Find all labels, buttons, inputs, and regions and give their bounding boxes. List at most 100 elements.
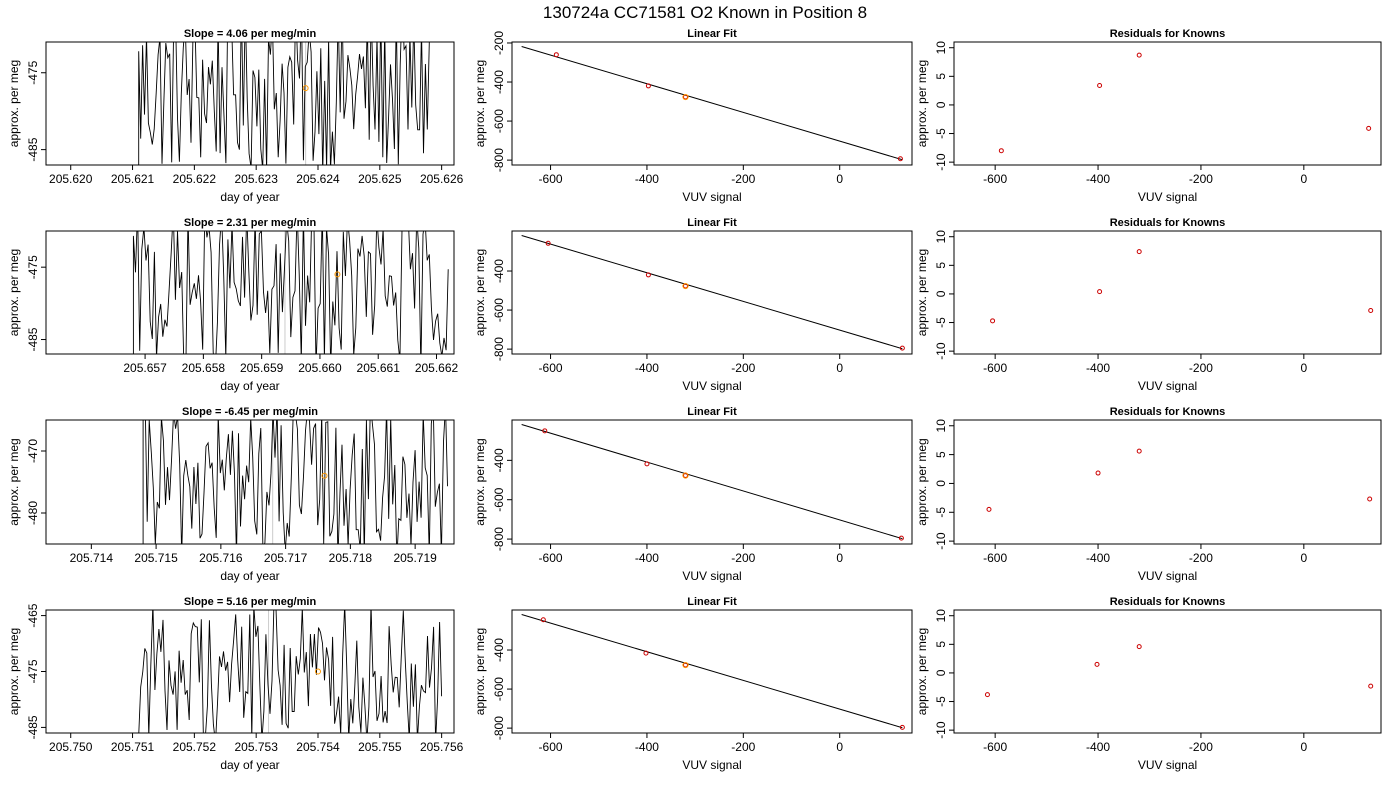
y-tick-label: -400 — [492, 259, 506, 283]
panel-3-2: Residuals for Knowns VUV signal approx. pe… — [915, 596, 1382, 772]
x-axis-label: day of year — [220, 758, 279, 772]
x-axis-label: VUV signal — [1138, 190, 1197, 204]
x-tick-label: 0 — [1300, 740, 1307, 754]
plot-frame — [953, 230, 1382, 355]
y-tick-label: 5 — [934, 451, 948, 458]
y-tick-label: -10 — [934, 153, 948, 171]
data-point — [998, 148, 1004, 154]
plot-area — [132, 231, 449, 354]
x-tick-label: 205.718 — [329, 551, 373, 565]
data-point — [984, 692, 990, 698]
x-tick-label: -400 — [635, 740, 659, 754]
x-tick-label: 205.657 — [123, 361, 167, 375]
x-tick-label: 205.750 — [49, 740, 93, 754]
x-tick-label: -400 — [1086, 361, 1110, 375]
fit-line — [521, 235, 903, 350]
data-point — [545, 240, 551, 246]
fit-line — [521, 614, 903, 729]
data-point — [1097, 289, 1103, 295]
data-point — [899, 724, 905, 730]
x-tick-label: 205.623 — [234, 172, 278, 186]
x-tick-label: -600 — [983, 361, 1007, 375]
x-axis-label: VUV signal — [1138, 758, 1197, 772]
panel-0-1: Linear Fit VUV signal approx. per meg -600 -… — [473, 28, 913, 204]
x-tick-label: -400 — [635, 551, 659, 565]
x-axis-label: VUV signal — [1138, 379, 1197, 393]
y-tick-label: 10 — [934, 609, 948, 623]
y-tick-label: 10 — [934, 41, 948, 55]
plot-area — [138, 42, 430, 165]
x-axis-label: VUV signal — [682, 758, 741, 772]
x-tick-label: 205.626 — [420, 172, 464, 186]
panel-1-1: Linear Fit VUV signal approx. per meg -600 -… — [473, 217, 913, 393]
x-tick-label: 205.662 — [415, 361, 459, 375]
panel-title: Residuals for Knowns — [1110, 217, 1226, 229]
y-tick-label: -400 — [492, 70, 506, 94]
data-point — [542, 428, 548, 434]
y-tick-label: -600 — [492, 487, 506, 511]
panel-title: Linear Fit — [687, 596, 737, 608]
known-point — [321, 472, 328, 479]
x-tick-label: -600 — [539, 740, 563, 754]
x-tick-label: -200 — [1189, 740, 1213, 754]
x-tick-label: -400 — [1086, 551, 1110, 565]
x-tick-label: -200 — [731, 361, 755, 375]
data-point — [644, 461, 650, 467]
panel-3-0: Slope = 5.16 per meg/min day of year appro… — [7, 596, 464, 772]
panel-title: Slope = 5.16 per meg/min — [184, 596, 317, 608]
plot-frame — [45, 609, 455, 734]
plot-area — [521, 46, 903, 162]
y-axis-label: approx. per meg — [473, 438, 487, 525]
plot-area — [998, 52, 1372, 154]
y-tick-label: -485 — [26, 327, 40, 351]
plot-frame — [511, 230, 913, 355]
x-axis-label: VUV signal — [682, 379, 741, 393]
known-point — [334, 271, 341, 278]
panel-0-2: Residuals for Knowns VUV signal approx. pe… — [915, 28, 1382, 204]
x-tick-label: 205.753 — [234, 740, 278, 754]
panel-title: Linear Fit — [687, 28, 737, 40]
y-tick-label: -400 — [492, 638, 506, 662]
data-point — [1368, 308, 1374, 314]
x-tick-label: -200 — [731, 740, 755, 754]
page-title: 130724a CC71581 O2 Known in Position 8 — [543, 3, 867, 22]
data-point — [682, 662, 688, 668]
x-tick-label: 205.716 — [199, 551, 243, 565]
x-tick-label: 205.661 — [357, 361, 401, 375]
panel-1-2: Residuals for Knowns VUV signal approx. pe… — [915, 217, 1382, 393]
y-tick-label: -10 — [934, 532, 948, 550]
y-tick-label: -485 — [26, 715, 40, 739]
plot-frame — [953, 609, 1382, 734]
y-tick-label: -475 — [26, 659, 40, 683]
x-tick-label: -200 — [1189, 361, 1213, 375]
panel-title: Slope = -6.45 per meg/min — [182, 406, 318, 418]
y-tick-label: -200 — [492, 31, 506, 55]
y-tick-label: 5 — [934, 73, 948, 80]
plot-frame — [45, 419, 455, 545]
data-point — [682, 283, 688, 289]
x-tick-label: 0 — [836, 740, 843, 754]
data-point — [1095, 470, 1101, 476]
x-tick-label: 0 — [836, 361, 843, 375]
plot-area — [142, 420, 448, 544]
y-axis-label: approx. per meg — [7, 628, 21, 715]
data-point — [643, 650, 649, 656]
panel-2-0: Slope = -6.45 per meg/min day of year appr… — [7, 406, 455, 583]
panel-title: Slope = 2.31 per meg/min — [184, 217, 317, 229]
known-point — [682, 93, 689, 101]
x-tick-label: 205.659 — [240, 361, 284, 375]
plot-area — [521, 614, 905, 730]
panel-0-0: Slope = 4.06 per meg/min day of year appro… — [7, 28, 464, 204]
x-tick-label: -600 — [983, 551, 1007, 565]
x-tick-label: 0 — [836, 172, 843, 186]
data-point — [1136, 52, 1142, 58]
data-point — [899, 345, 905, 351]
x-tick-label: 0 — [1300, 172, 1307, 186]
plot-area — [521, 424, 904, 541]
y-tick-label: -10 — [934, 342, 948, 360]
x-tick-label: -600 — [983, 740, 1007, 754]
data-point — [897, 156, 903, 162]
plot-area — [986, 448, 1373, 512]
y-tick-label: 0 — [934, 480, 948, 487]
